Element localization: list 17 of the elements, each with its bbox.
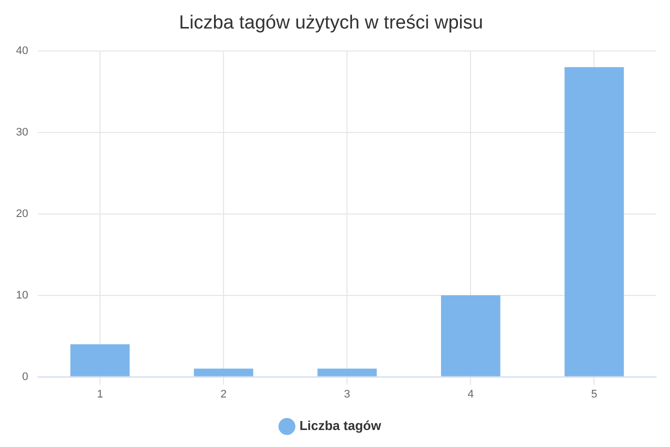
y-tick-label: 0 <box>22 370 28 383</box>
x-tick-label: 5 <box>591 388 598 400</box>
y-tick-label: 30 <box>16 126 28 138</box>
bar <box>317 368 377 376</box>
bar <box>194 368 254 376</box>
bar <box>70 344 130 376</box>
y-tick-label: 40 <box>16 44 28 57</box>
x-tick-label: 1 <box>96 388 104 400</box>
x-tick-label: 3 <box>344 388 350 400</box>
bar <box>441 295 500 376</box>
x-tick-label: 2 <box>220 388 227 400</box>
legend-label: Liczba tagów <box>299 418 382 434</box>
y-tick-label: 10 <box>16 289 28 302</box>
x-tick-label: 4 <box>468 388 474 400</box>
chart-title: Liczba tagów użytych w treści wpisu <box>178 12 484 34</box>
bar <box>564 67 624 376</box>
y-tick-label: 20 <box>16 208 28 220</box>
